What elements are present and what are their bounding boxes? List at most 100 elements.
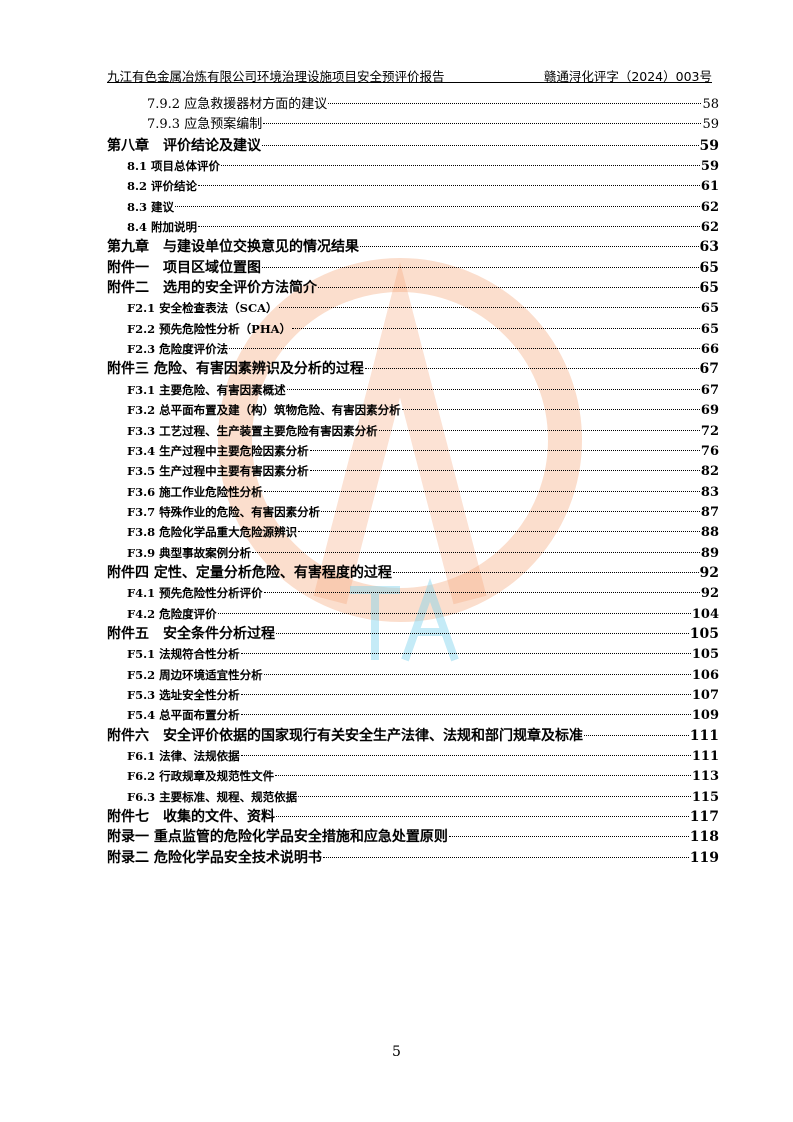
- dot-leader: [328, 103, 702, 104]
- dot-leader: [217, 612, 691, 614]
- toc-entry[interactable]: 附件五 安全条件分析过程 105: [107, 624, 719, 644]
- toc-entry-title: 附件三 危险、有害因素辨识及分析的过程: [107, 361, 364, 378]
- toc-entry[interactable]: F5.1 法规符合性分析 105: [107, 644, 719, 664]
- toc-entry-title: F5.4 总平面布置分析: [127, 708, 240, 723]
- toc-entry-page: 76: [700, 443, 719, 459]
- toc-entry[interactable]: F6.2 行政规章及规范性文件 113: [107, 766, 719, 786]
- dot-leader: [401, 409, 700, 411]
- toc-entry-title: F3.2 总平面布置及建（构）筑物危险、有害因素分析: [127, 403, 401, 418]
- toc-entry[interactable]: 附件三 危险、有害因素辨识及分析的过程 67: [107, 359, 719, 379]
- toc-entry[interactable]: F6.3 主要标准、规程、规范依据 115: [107, 787, 719, 807]
- dot-leader: [198, 226, 700, 228]
- toc-entry-page: 109: [691, 708, 719, 724]
- toc-entry-title: F3.6 施工作业危险性分析: [127, 484, 263, 499]
- toc-entry-title: F3.7 特殊作业的危险、有害因素分析: [127, 504, 321, 519]
- toc-entry[interactable]: 第八章 评价结论及建议 59: [107, 136, 719, 156]
- toc-entry-title: F3.5 生产过程中主要有害因素分析: [127, 464, 309, 479]
- toc-entry[interactable]: 8.2 评价结论 61: [107, 176, 719, 196]
- toc-entry[interactable]: 7.9.2 应急救援器材方面的建议 58: [107, 95, 719, 115]
- dot-leader: [322, 856, 689, 858]
- dot-leader: [275, 775, 691, 777]
- toc-entry[interactable]: 第九章 与建设单位交换意见的情况结果 63: [107, 237, 719, 257]
- toc-entry[interactable]: F4.1 预先危险性分析评价 92: [107, 583, 719, 603]
- dot-leader: [286, 388, 700, 390]
- toc-entry[interactable]: 附件二 选用的安全评价方法简介 65: [107, 278, 719, 298]
- toc-entry-page: 69: [700, 403, 719, 419]
- toc-entry[interactable]: F5.3 选址安全性分析 107: [107, 685, 719, 705]
- toc-entry-page: 111: [691, 749, 719, 764]
- toc-entry-title: F5.3 选址安全性分析: [127, 687, 240, 702]
- toc-entry-title: F5.1 法规符合性分析: [127, 647, 240, 662]
- toc-entry-title: 8.3 建议: [127, 199, 175, 214]
- toc-entry-page: 67: [700, 382, 719, 398]
- dot-leader: [276, 816, 689, 818]
- toc-entry[interactable]: F3.1 主要危险、有害因素概述 67: [107, 380, 719, 400]
- dot-leader: [318, 287, 699, 289]
- toc-entry[interactable]: 8.3 建议 62: [107, 197, 719, 217]
- toc-entry-page: 87: [700, 504, 719, 520]
- toc-entry-title: F4.1 预先危险性分析评价: [127, 586, 263, 601]
- toc-entry[interactable]: F2.3 危险度评价法 66: [107, 339, 719, 359]
- dot-leader: [263, 490, 700, 492]
- toc-entry[interactable]: F3.8 危险化学品重大危险源辨识 88: [107, 522, 719, 542]
- dot-leader: [298, 531, 700, 533]
- table-of-contents: 7.9.2 应急救援器材方面的建议 58 7.9.3 应急预案编制 59 第八章 评价结…: [107, 95, 719, 868]
- dot-leader: [364, 368, 699, 370]
- toc-entry[interactable]: 附录二 危险化学品安全技术说明书 119: [107, 848, 719, 868]
- toc-entry[interactable]: F3.2 总平面布置及建（构）筑物危险、有害因素分析 69: [107, 400, 719, 420]
- toc-entry[interactable]: 附件一 项目区域位置图 65: [107, 258, 719, 278]
- dot-leader: [448, 836, 689, 838]
- dot-leader: [292, 327, 700, 329]
- toc-entry[interactable]: F6.1 法律、法规依据 111: [107, 746, 719, 766]
- toc-entry-title: F4.2 危险度评价: [127, 606, 217, 621]
- toc-entry-page: 111: [689, 727, 719, 744]
- toc-entry[interactable]: F5.4 总平面布置分析 109: [107, 705, 719, 725]
- toc-entry[interactable]: F4.2 危险度评价 104: [107, 604, 719, 624]
- report-title: 九江有色金属冶炼有限公司环境治理设施项目安全预评价报告: [107, 69, 445, 84]
- toc-entry-title: F5.2 周边环境适宜性分析: [127, 667, 263, 682]
- toc-entry[interactable]: 8.4 附加说明 62: [107, 217, 719, 237]
- toc-entry-title: 7.9.3 应急预案编制: [147, 117, 263, 133]
- toc-entry[interactable]: F2.2 预先危险性分析（PHA） 65: [107, 319, 719, 339]
- toc-entry[interactable]: F3.4 生产过程中主要危险因素分析 76: [107, 441, 719, 461]
- toc-entry-title: 附件一 项目区域位置图: [107, 259, 261, 276]
- toc-entry[interactable]: 附件四 定性、定量分析危险、有害程度的过程 92: [107, 563, 719, 583]
- toc-entry[interactable]: 附件七 收集的文件、资料 117: [107, 807, 719, 827]
- toc-entry-page: 62: [700, 199, 719, 215]
- dot-leader: [276, 632, 689, 634]
- toc-entry-title: F3.8 危险化学品重大危险源辨识: [127, 525, 298, 540]
- toc-entry-title: 8.4 附加说明: [127, 220, 198, 235]
- toc-entry[interactable]: F2.1 安全检查表法（SCA） 65: [107, 298, 719, 318]
- toc-entry-page: 88: [700, 525, 719, 541]
- dot-leader: [252, 551, 700, 553]
- toc-entry-page: 118: [689, 829, 719, 846]
- toc-entry[interactable]: F3.7 特殊作业的危险、有害因素分析 87: [107, 502, 719, 522]
- toc-entry[interactable]: F3.5 生产过程中主要有害因素分析 82: [107, 461, 719, 481]
- toc-entry[interactable]: F5.2 周边环境适宜性分析 106: [107, 665, 719, 685]
- toc-entry-page: 63: [699, 239, 719, 256]
- toc-entry[interactable]: 附件六 安全评价依据的国家现行有关安全生产法律、法规和部门规章及标准 111: [107, 726, 719, 746]
- toc-entry-title: 第九章 与建设单位交换意见的情况结果: [107, 239, 359, 256]
- dot-leader: [584, 734, 689, 736]
- toc-entry-title: 附录二 危险化学品安全技术说明书: [107, 849, 322, 866]
- toc-entry-title: F6.1 法律、法规依据: [127, 749, 240, 763]
- toc-entry[interactable]: F3.9 典型事故案例分析 89: [107, 543, 719, 563]
- toc-entry[interactable]: F3.6 施工作业危险性分析 83: [107, 482, 719, 502]
- toc-entry-page: 117: [689, 809, 719, 826]
- toc-entry-page: 107: [691, 687, 719, 703]
- dot-leader: [240, 714, 691, 716]
- toc-entry[interactable]: 8.1 项目总体评价 59: [107, 156, 719, 176]
- dot-leader: [221, 165, 700, 167]
- toc-entry-page: 59: [700, 159, 719, 175]
- dot-leader: [309, 470, 700, 472]
- toc-entry[interactable]: 7.9.3 应急预案编制 59: [107, 115, 719, 135]
- toc-entry-page: 72: [700, 423, 719, 439]
- toc-entry-page: 65: [699, 280, 719, 297]
- dot-leader: [262, 144, 699, 146]
- toc-entry[interactable]: 附录一 重点监管的危险化学品安全措施和应急处置原则 118: [107, 827, 719, 847]
- dot-leader: [175, 205, 700, 207]
- toc-entry[interactable]: F3.3 工艺过程、生产装置主要危险有害因素分析 72: [107, 421, 719, 441]
- toc-entry-title: 第八章 评价结论及建议: [107, 137, 261, 154]
- toc-entry-page: 82: [700, 464, 719, 480]
- dot-leader: [263, 673, 691, 675]
